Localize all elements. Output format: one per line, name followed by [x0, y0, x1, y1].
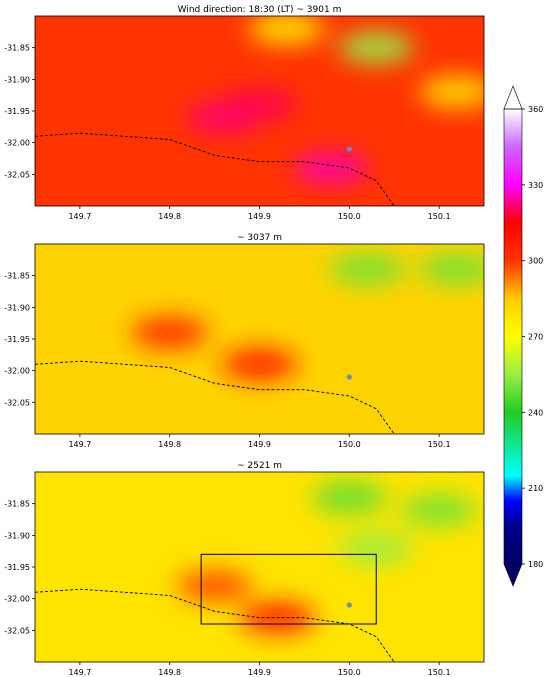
panel-title: Wind direction: 18:30 (LT) ~ 3901 m	[178, 5, 342, 15]
hotspot-4	[338, 31, 415, 64]
hotspot-4	[401, 494, 478, 526]
hotspot-5	[248, 16, 325, 45]
x-tick-label: 150.1	[428, 440, 451, 449]
y-tick-label: -31.95	[4, 107, 30, 116]
hotspot-3	[293, 152, 370, 184]
field-background	[35, 244, 484, 434]
y-tick-label: -32.05	[4, 398, 30, 407]
hotspot-2	[176, 570, 253, 602]
site-marker	[346, 374, 352, 380]
x-tick-label: 149.7	[68, 668, 91, 677]
hotspot-5	[338, 532, 415, 564]
colorbar-extend-max	[503, 85, 523, 110]
site-marker	[346, 602, 352, 608]
hotspot-6	[419, 76, 484, 108]
colorbar-extend-min	[503, 563, 523, 587]
y-tick-label: -31.90	[4, 531, 30, 540]
x-tick-label: 149.7	[68, 440, 91, 449]
y-tick-label: -32.00	[4, 139, 30, 148]
panel-title: ~ 3037 m	[237, 233, 282, 243]
highlight-box	[200, 553, 377, 625]
panel-2: ~ 3037 m 149.7 149.8 149.9 150.0 150.1 -31.85 -…	[4, 233, 485, 449]
x-tick-label: 150.0	[338, 668, 361, 677]
colorbar-tick-label: 210	[528, 484, 543, 493]
wind-field	[35, 244, 484, 434]
y-tick-label: -31.90	[4, 303, 30, 312]
x-tick-label: 150.0	[338, 212, 361, 221]
colorbar-tick-label: 240	[528, 408, 543, 417]
hotspot-3	[311, 481, 388, 514]
y-tick-label: -32.00	[4, 595, 30, 604]
hotspot-1	[131, 316, 208, 349]
colorbar-gradient	[504, 109, 522, 564]
hotspot-2	[221, 88, 298, 121]
y-tick-label: -31.85	[4, 500, 30, 509]
x-tick-label: 149.9	[248, 212, 271, 221]
y-tick-label: -31.85	[4, 44, 30, 53]
y-tick-label: -31.85	[4, 272, 30, 281]
x-tick-label: 149.9	[248, 668, 271, 677]
x-tick-label: 149.8	[158, 668, 181, 677]
wind-field	[35, 472, 484, 662]
colorbar-tick-label: 360	[528, 105, 543, 114]
colorbar-tick-label: 180	[528, 560, 543, 569]
boundary-line	[35, 132, 395, 206]
wind-field	[35, 16, 484, 206]
x-tick-label: 149.8	[158, 212, 181, 221]
panel-1: Wind direction: 18:30 (LT) ~ 3901 m 149.7…	[4, 5, 485, 221]
site-marker	[346, 146, 352, 152]
colorbar-tick-label: 270	[528, 333, 543, 342]
hotspot-3	[329, 253, 406, 286]
y-tick-label: -32.05	[4, 170, 30, 179]
panel-3: ~ 2521 m 149.7 149.8 149.9 150.0 150.1 -31.85 -…	[4, 461, 485, 677]
boundary-line	[35, 360, 395, 434]
x-tick-label: 150.1	[428, 668, 451, 677]
colorbar-tick-label: 300	[528, 257, 543, 266]
y-tick-label: -31.90	[4, 75, 30, 84]
hotspot-4	[419, 253, 484, 286]
x-tick-label: 149.7	[68, 212, 91, 221]
panel-title: ~ 2521 m	[237, 461, 282, 471]
boundary-line	[35, 588, 395, 662]
colorbar: 180 210 240 270 300 330 360	[503, 85, 543, 587]
colorbar-tick-label: 330	[528, 181, 543, 190]
hotspot-2	[221, 348, 298, 381]
y-tick-label: -31.95	[4, 335, 30, 344]
y-tick-label: -32.00	[4, 367, 30, 376]
x-tick-label: 149.8	[158, 440, 181, 449]
y-tick-label: -32.05	[4, 626, 30, 635]
x-tick-label: 149.9	[248, 440, 271, 449]
x-tick-label: 150.0	[338, 440, 361, 449]
x-tick-label: 150.1	[428, 212, 451, 221]
y-tick-label: -31.95	[4, 563, 30, 572]
